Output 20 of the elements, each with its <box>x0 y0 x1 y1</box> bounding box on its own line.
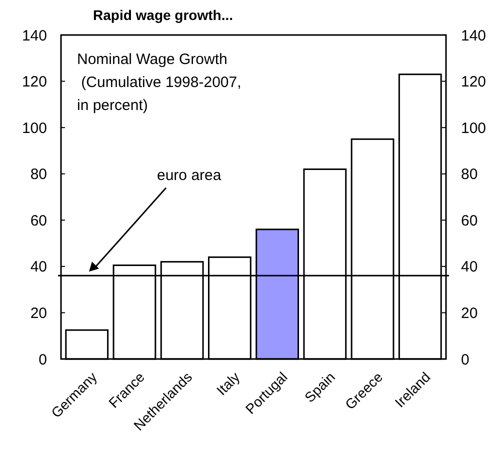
y2-tick-label: 0 <box>461 351 470 368</box>
y-tick-label: 100 <box>22 120 47 137</box>
y2-tick-label: 40 <box>461 258 478 276</box>
chart-title: Rapid wage growth... <box>93 7 234 23</box>
y-tick-label: 80 <box>30 166 47 184</box>
ref-line-label: euro area <box>157 166 222 184</box>
y-tick-label: 40 <box>30 258 47 276</box>
y2-tick-label: 140 <box>461 27 486 44</box>
y2-tick-label: 80 <box>461 166 478 184</box>
x-tick-label: Italy <box>213 368 243 398</box>
y2-tick-label: 120 <box>461 74 486 91</box>
y-tick-label: 20 <box>30 304 47 322</box>
y2-tick-label: 60 <box>461 212 478 230</box>
y-tick-label: 60 <box>30 212 47 230</box>
y2-tick-label: 100 <box>461 120 486 137</box>
y2-tick-label: 20 <box>461 304 478 322</box>
y-tick-label: 120 <box>22 74 47 91</box>
y-tick-label: 0 <box>38 351 47 368</box>
annotation: Nominal Wage Growth (Cumulative 1998-2007, in percent) <box>77 51 242 114</box>
y-tick-label: 140 <box>22 27 47 44</box>
